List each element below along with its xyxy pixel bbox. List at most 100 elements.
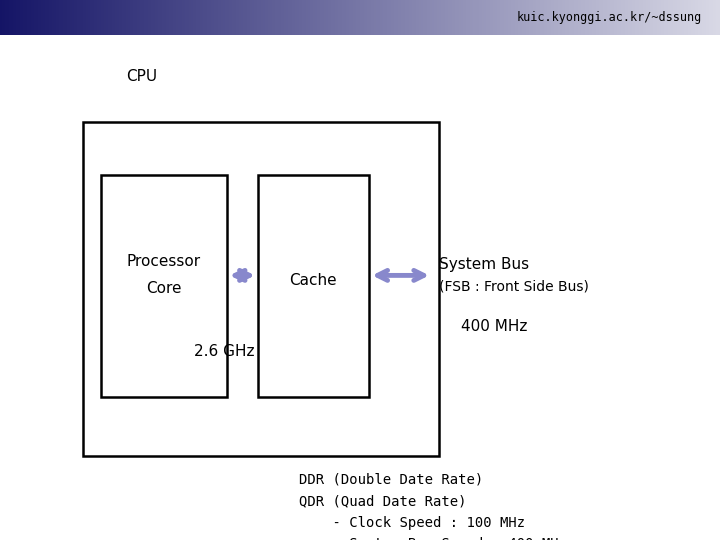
Bar: [137, 0, 139, 35]
Bar: [614, 0, 616, 35]
Bar: [29, 0, 30, 35]
Bar: [76, 0, 78, 35]
Bar: [469, 0, 472, 35]
Bar: [266, 0, 268, 35]
Bar: [484, 0, 486, 35]
Bar: [431, 0, 432, 35]
Bar: [533, 0, 534, 35]
Bar: [462, 0, 464, 35]
Bar: [684, 0, 686, 35]
Bar: [493, 0, 495, 35]
Bar: [153, 0, 155, 35]
Bar: [263, 0, 265, 35]
Bar: [549, 0, 551, 35]
Bar: [232, 0, 234, 35]
Bar: [248, 0, 251, 35]
Bar: [374, 0, 376, 35]
Bar: [690, 0, 691, 35]
Bar: [58, 0, 60, 35]
Bar: [590, 0, 593, 35]
Bar: [443, 0, 445, 35]
Bar: [693, 0, 695, 35]
Bar: [716, 0, 719, 35]
Bar: [171, 0, 173, 35]
Bar: [562, 0, 563, 35]
Bar: [655, 0, 657, 35]
Bar: [150, 0, 151, 35]
Bar: [274, 0, 276, 35]
Bar: [662, 0, 664, 35]
Bar: [30, 0, 32, 35]
Bar: [695, 0, 697, 35]
Bar: [452, 0, 454, 35]
Bar: [203, 0, 205, 35]
Text: DDR (Double Date Rate): DDR (Double Date Rate): [299, 472, 483, 487]
Bar: [351, 0, 353, 35]
Bar: [707, 0, 709, 35]
Bar: [194, 0, 196, 35]
Bar: [680, 0, 683, 35]
Bar: [567, 0, 569, 35]
Bar: [241, 0, 243, 35]
Bar: [319, 0, 320, 35]
Bar: [472, 0, 474, 35]
Bar: [302, 0, 304, 35]
Bar: [697, 0, 698, 35]
Bar: [639, 0, 641, 35]
Bar: [158, 0, 161, 35]
Bar: [43, 0, 45, 35]
Bar: [294, 0, 295, 35]
Bar: [229, 0, 230, 35]
Bar: [174, 0, 176, 35]
Bar: [657, 0, 659, 35]
Bar: [180, 0, 181, 35]
Bar: [225, 0, 227, 35]
Bar: [518, 0, 521, 35]
Text: 400 MHz: 400 MHz: [461, 319, 527, 334]
Bar: [623, 0, 625, 35]
Bar: [571, 0, 572, 35]
Bar: [253, 0, 256, 35]
Bar: [418, 0, 419, 35]
Bar: [121, 0, 122, 35]
Bar: [498, 0, 500, 35]
Bar: [637, 0, 639, 35]
Bar: [335, 0, 337, 35]
Bar: [310, 0, 312, 35]
Bar: [503, 0, 504, 35]
Bar: [491, 0, 493, 35]
Bar: [419, 0, 421, 35]
Bar: [193, 0, 194, 35]
Bar: [50, 0, 52, 35]
Bar: [246, 0, 248, 35]
Bar: [461, 0, 462, 35]
Bar: [455, 0, 457, 35]
Bar: [481, 0, 482, 35]
Bar: [258, 0, 259, 35]
Bar: [40, 0, 42, 35]
Bar: [72, 0, 73, 35]
Bar: [272, 0, 274, 35]
Bar: [317, 0, 319, 35]
Bar: [601, 0, 603, 35]
Bar: [315, 0, 317, 35]
Bar: [390, 0, 392, 35]
Bar: [468, 0, 469, 35]
Bar: [479, 0, 481, 35]
Text: Cache: Cache: [289, 273, 337, 288]
Bar: [295, 0, 297, 35]
Bar: [32, 0, 35, 35]
Bar: [234, 0, 236, 35]
Bar: [73, 0, 76, 35]
Bar: [575, 0, 576, 35]
Bar: [216, 0, 218, 35]
Bar: [151, 0, 153, 35]
Bar: [325, 0, 328, 35]
Bar: [569, 0, 571, 35]
Bar: [13, 0, 14, 35]
Bar: [42, 0, 43, 35]
Bar: [52, 0, 54, 35]
Bar: [625, 0, 626, 35]
Bar: [606, 0, 608, 35]
Bar: [22, 0, 23, 35]
